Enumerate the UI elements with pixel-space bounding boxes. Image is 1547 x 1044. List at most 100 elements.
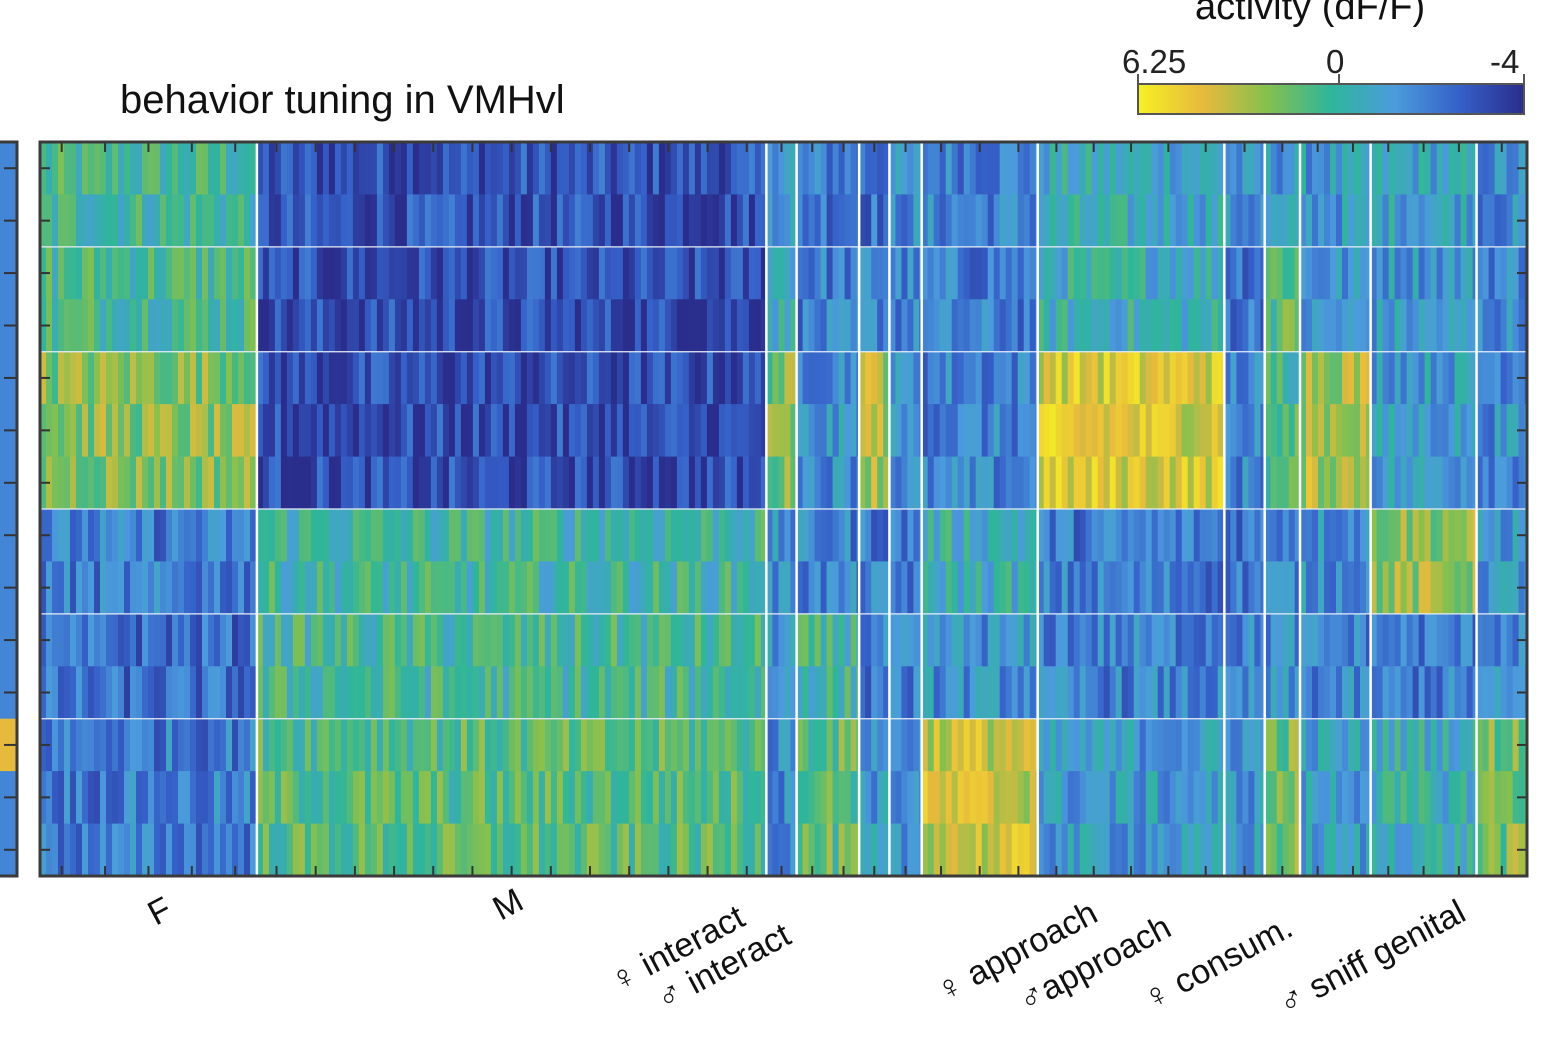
heatmap-cell xyxy=(262,351,270,405)
heatmap-cell xyxy=(364,194,372,248)
heatmap-cell xyxy=(1394,194,1402,248)
heatmap-cell xyxy=(262,718,270,772)
heatmap-cell xyxy=(933,299,941,353)
heatmap-cell xyxy=(1336,142,1343,195)
heatmap-cell xyxy=(826,142,834,195)
heatmap-cell xyxy=(1342,351,1349,405)
heatmap-cell xyxy=(1512,771,1520,825)
heatmap-cell xyxy=(1133,561,1141,615)
heatmap-cell xyxy=(406,509,414,562)
heatmap-cell xyxy=(412,456,420,510)
heatmap-cell xyxy=(304,823,312,876)
heatmap-cell xyxy=(538,351,546,405)
heatmap-cell xyxy=(706,404,714,458)
heatmap-cell xyxy=(1482,404,1490,458)
heatmap-cell xyxy=(388,509,396,562)
heatmap-cell xyxy=(1224,299,1231,353)
heatmap-cell xyxy=(1097,351,1105,405)
heatmap-cell xyxy=(262,561,270,615)
heatmap-cell xyxy=(1354,509,1361,562)
heatmap-cell xyxy=(963,299,971,353)
heatmap-cell xyxy=(286,404,294,458)
heatmap-cell xyxy=(418,351,426,405)
heatmap-cell xyxy=(250,666,257,720)
heatmap-cell xyxy=(730,771,738,825)
heatmap-cell xyxy=(871,456,878,510)
heatmap-cell xyxy=(814,509,822,562)
heatmap-cell xyxy=(166,456,173,510)
heatmap-cell xyxy=(64,823,71,876)
heatmap-cell xyxy=(598,404,606,458)
heatmap-cell xyxy=(136,194,143,248)
heatmap-cell xyxy=(1079,718,1087,772)
heatmap-cell xyxy=(190,561,197,615)
heatmap-cell xyxy=(1270,509,1278,562)
heatmap-cell xyxy=(1145,561,1153,615)
heatmap-cell xyxy=(490,718,498,772)
heatmap-cell xyxy=(1091,456,1099,510)
heatmap-cell xyxy=(682,666,690,720)
heatmap-cell xyxy=(310,613,318,667)
heatmap-cell xyxy=(1005,823,1013,876)
heatmap-cell xyxy=(412,666,420,720)
heatmap-cell xyxy=(1242,246,1249,300)
heatmap-cell xyxy=(88,561,95,615)
heatmap-cell xyxy=(1318,142,1325,195)
heatmap-cell xyxy=(1270,718,1278,772)
heatmap-cell xyxy=(268,351,276,405)
heatmap-cell xyxy=(280,613,288,667)
heatmap-cell xyxy=(112,613,119,667)
heatmap-cell xyxy=(190,718,197,772)
heatmap-frame xyxy=(38,140,1529,878)
heatmap-cell xyxy=(1306,561,1313,615)
heatmap-cell xyxy=(730,509,738,562)
heatmap-cell xyxy=(544,561,552,615)
heatmap-cell xyxy=(586,456,594,510)
heatmap-cell xyxy=(802,456,810,510)
heatmap-cell xyxy=(370,613,378,667)
heatmap-cell xyxy=(1388,142,1396,195)
heatmap-cell xyxy=(1282,613,1290,667)
heatmap-cell xyxy=(538,666,546,720)
heatmap-cell xyxy=(1205,509,1213,562)
heatmap-cell xyxy=(1264,613,1272,667)
heatmap-cell xyxy=(1115,299,1123,353)
heatmap-cell xyxy=(592,509,600,562)
heatmap-cell xyxy=(1500,351,1508,405)
heatmap-cell xyxy=(502,666,510,720)
heatmap-cell xyxy=(1506,351,1514,405)
heatmap-cell xyxy=(262,456,270,510)
heatmap-cell xyxy=(1085,718,1093,772)
heatmap-cell xyxy=(616,299,624,353)
heatmap-cell xyxy=(598,351,606,405)
heatmap-cell xyxy=(316,246,324,300)
heatmap-cell xyxy=(1430,509,1438,562)
heatmap-cell xyxy=(1300,351,1307,405)
heatmap-cell xyxy=(700,771,708,825)
heatmap-cell xyxy=(871,666,878,720)
heatmap-cell xyxy=(1494,823,1502,876)
heatmap-cell xyxy=(1230,299,1237,353)
heatmap-cell xyxy=(1073,718,1081,772)
heatmap-cell xyxy=(88,299,95,353)
heatmap-cell xyxy=(700,561,708,615)
heatmap-cell xyxy=(676,823,684,876)
heatmap-cell xyxy=(70,246,77,300)
heatmap-cell xyxy=(901,194,908,248)
heatmap-cell xyxy=(883,299,890,353)
heatmap-cell xyxy=(64,246,71,300)
heatmap-cell xyxy=(1023,718,1031,772)
heatmap-cell xyxy=(1388,194,1396,248)
heatmap-cell xyxy=(1324,351,1331,405)
heatmap-cell xyxy=(1151,456,1159,510)
heatmap-cell xyxy=(1145,299,1153,353)
heatmap-cell xyxy=(1061,666,1069,720)
heatmap-cell xyxy=(1336,561,1343,615)
heatmap-cell xyxy=(1400,509,1408,562)
heatmap-cell xyxy=(292,771,300,825)
heatmap-cell xyxy=(148,561,155,615)
heatmap-cell xyxy=(670,823,678,876)
heatmap-cell xyxy=(412,613,420,667)
heatmap-cell xyxy=(877,771,884,825)
heatmap-cell xyxy=(736,194,744,248)
